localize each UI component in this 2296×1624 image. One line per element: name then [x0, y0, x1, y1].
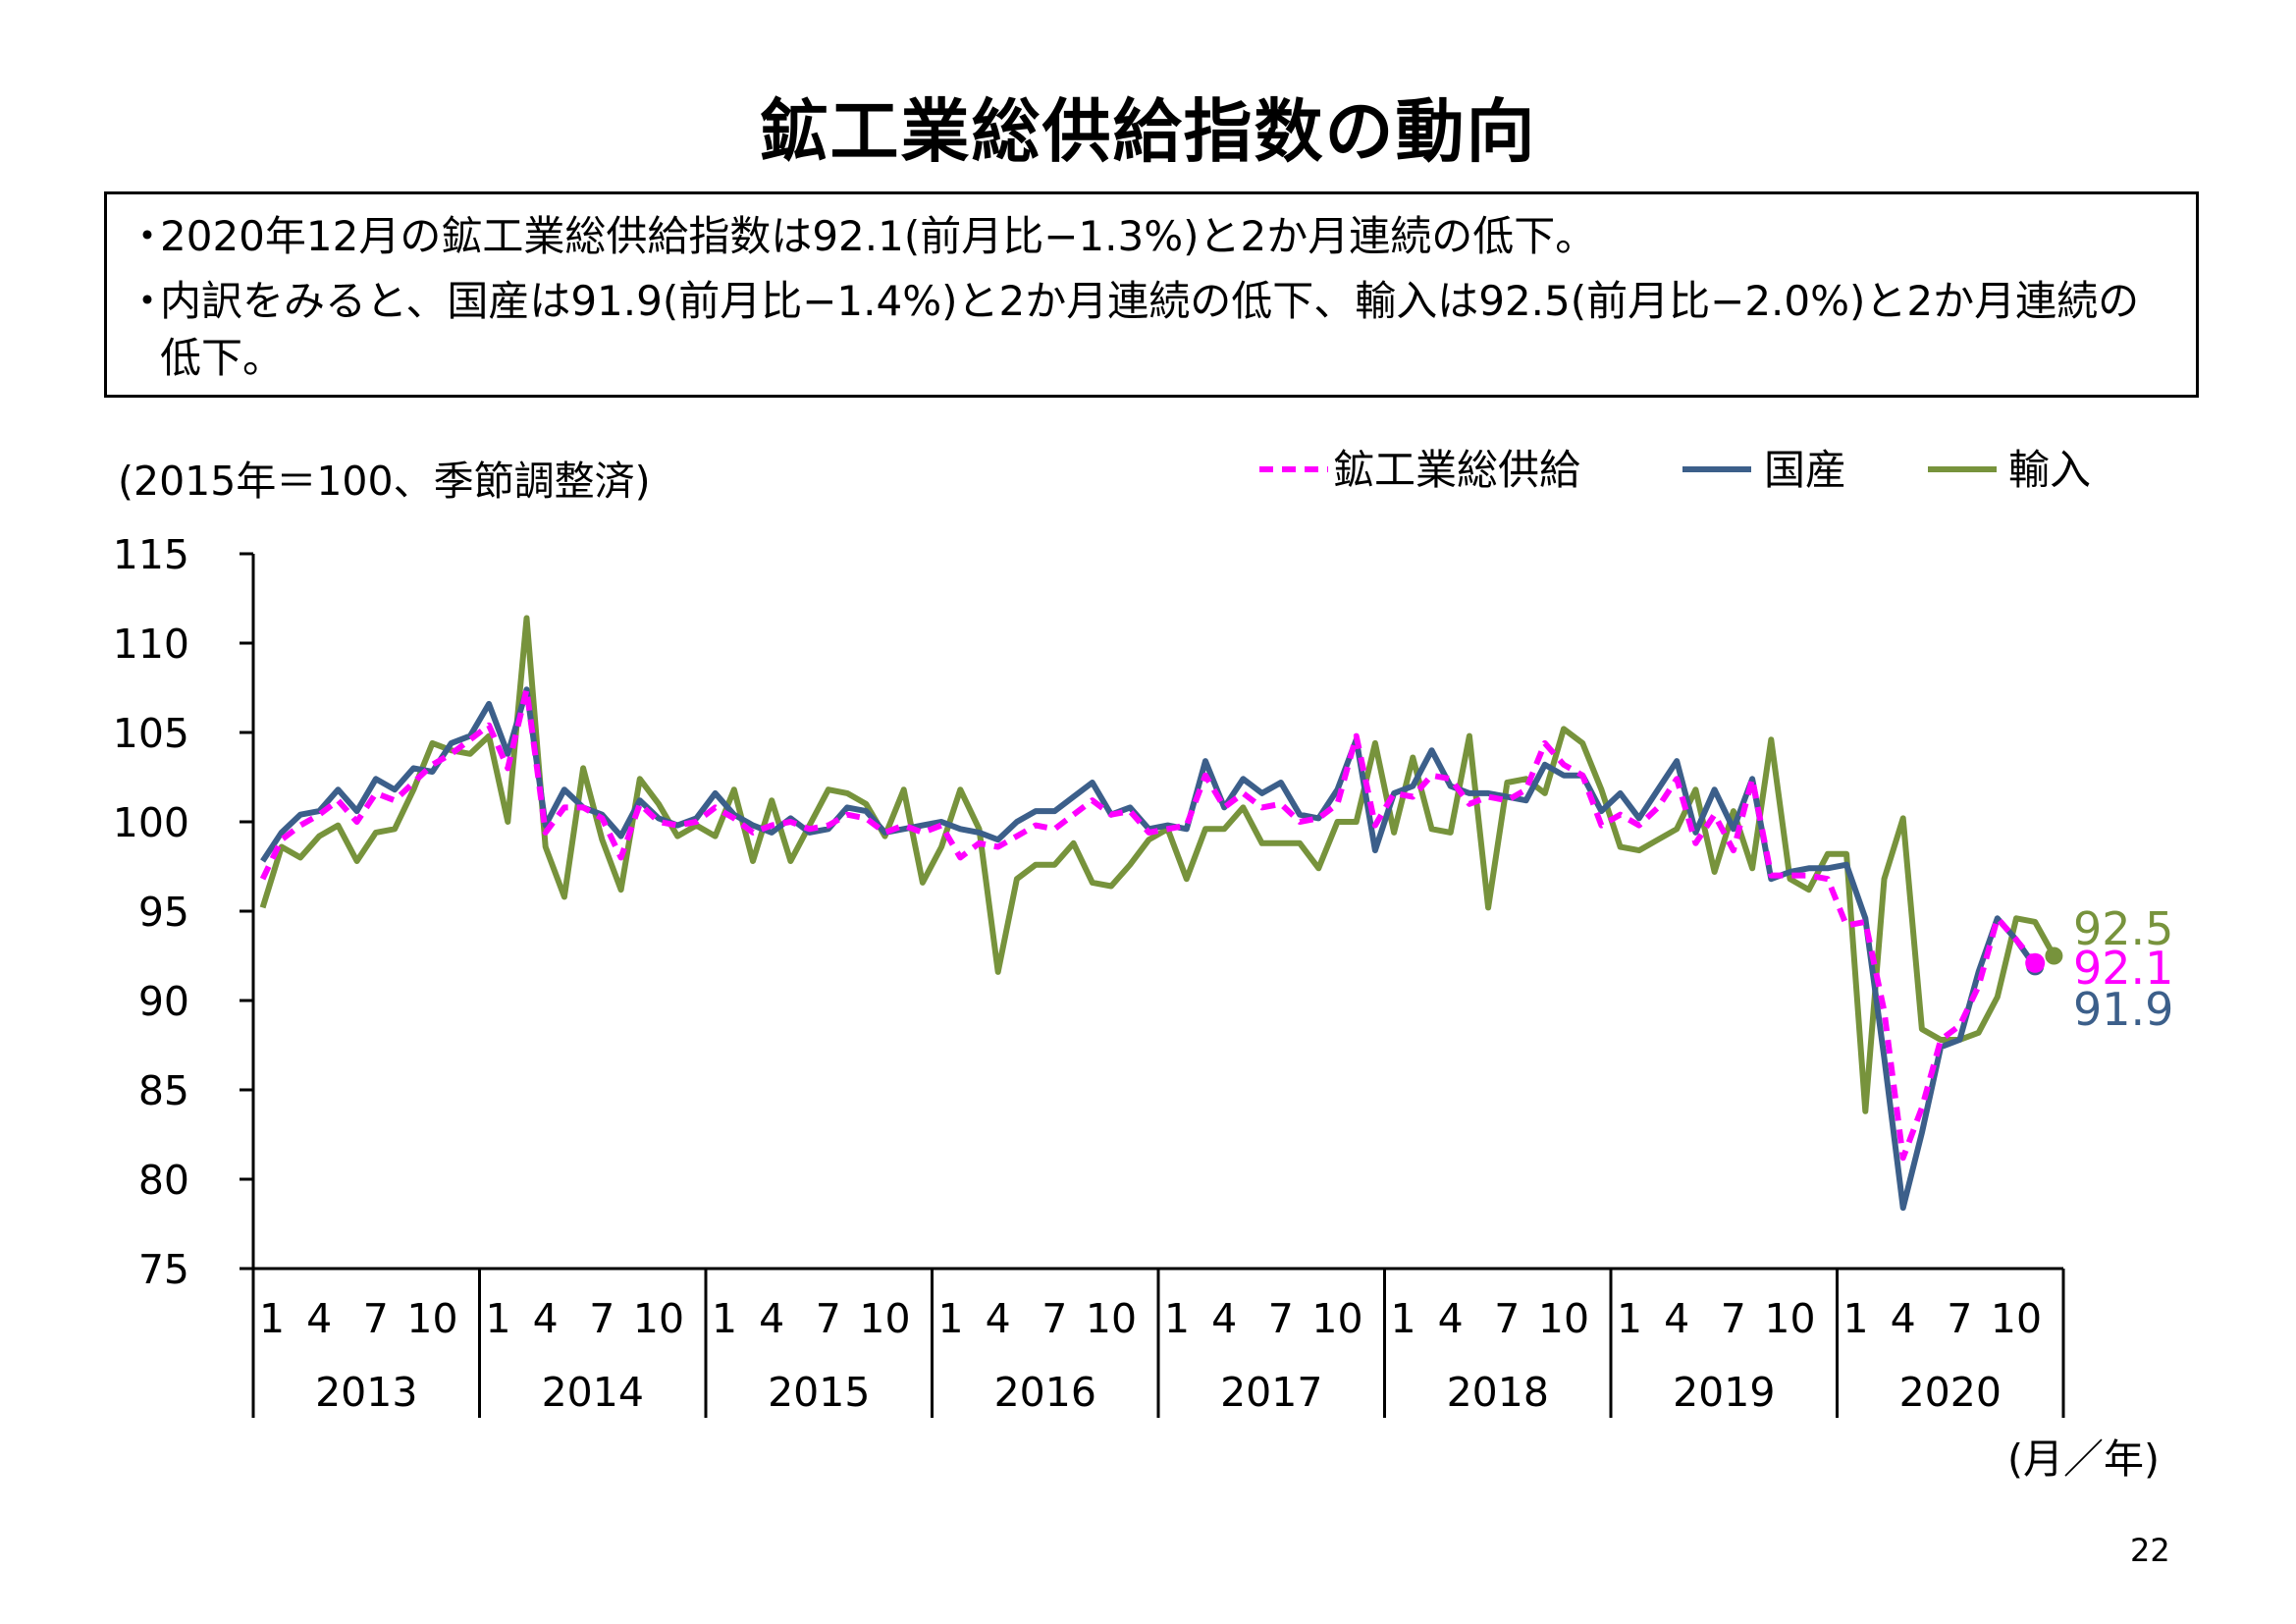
y-tick-label: 85 — [138, 1067, 189, 1114]
series-line-total — [259, 686, 2038, 1162]
x-tick-label-month: 10 — [633, 1295, 684, 1342]
y-tick-label: 105 — [113, 710, 189, 757]
x-tick-label-month: 4 — [533, 1295, 559, 1342]
x-tick-label-month: 7 — [1494, 1295, 1520, 1342]
legend-label: 鉱工業総供給 — [1333, 446, 1580, 494]
x-tick-label-year: 2015 — [768, 1369, 870, 1416]
x-tick-label-month: 4 — [1664, 1295, 1689, 1342]
x-tick-label-month: 1 — [259, 1295, 285, 1342]
unit-label: (2015年＝100、季節調整済) — [118, 458, 651, 505]
y-tick-label: 110 — [113, 621, 189, 668]
summary-bullet: ・ 2020年12月の鉱工業総供給指数は92.1(前月比−1.3%)と2か月連続… — [127, 208, 2176, 265]
end-point-total — [2025, 952, 2046, 973]
x-tick-label-month: 1 — [938, 1295, 964, 1342]
x-tick-label-year: 2017 — [1220, 1369, 1322, 1416]
x-tick-label-year: 2019 — [1673, 1369, 1775, 1416]
x-tick-label-month: 10 — [1764, 1295, 1815, 1342]
x-tick-label-month: 4 — [1891, 1295, 1916, 1342]
x-tick-label-year: 2018 — [1447, 1369, 1549, 1416]
x-tick-label-month: 10 — [1311, 1295, 1362, 1342]
x-tick-label-month: 7 — [1041, 1295, 1067, 1342]
x-tick-label-month: 4 — [1211, 1295, 1237, 1342]
x-tick-label-year: 2013 — [315, 1369, 417, 1416]
x-tick-label-year: 2020 — [1899, 1369, 2002, 1416]
page-title: 鉱工業総供給指数の動向 — [759, 91, 1537, 172]
chart-series — [259, 615, 2063, 1212]
summary-box: ・ 2020年12月の鉱工業総供給指数は92.1(前月比−1.3%)と2か月連続… — [104, 191, 2199, 398]
end-value-label: 91.9 — [2073, 983, 2173, 1036]
series-line-import — [259, 615, 2057, 1114]
summary-text: 内訳をみると、国産は91.9(前月比−1.4%)と2か月連続の低下、輸入は92.… — [160, 277, 2140, 382]
page-number: 22 — [2130, 1532, 2170, 1569]
x-tick-label-month: 7 — [1268, 1295, 1294, 1342]
y-tick-label: 115 — [113, 531, 189, 578]
summary-text: 2020年12月の鉱工業総供給指数は92.1(前月比−1.3%)と2か月連続の低… — [160, 212, 1597, 260]
x-tick-label-month: 4 — [986, 1295, 1011, 1342]
x-unit-label: (月／年) — [2007, 1435, 2160, 1483]
end-value-label: 92.5 — [2073, 902, 2173, 955]
x-tick-label-month: 7 — [363, 1295, 389, 1342]
x-tick-label-month: 1 — [1617, 1295, 1642, 1342]
summary-bullet: ・ 内訳をみると、国産は91.9(前月比−1.4%)と2か月連続の低下、輸入は9… — [127, 273, 2176, 387]
x-tick-label-month: 7 — [816, 1295, 841, 1342]
legend-label: 国産 — [1764, 446, 1846, 494]
x-tick-label-month: 10 — [859, 1295, 910, 1342]
x-tick-label-month: 1 — [1164, 1295, 1190, 1342]
end-value-labels: 92.592.191.9 — [2073, 902, 2173, 1036]
y-tick-label: 90 — [138, 978, 189, 1025]
end-value-label: 92.1 — [2073, 942, 2173, 995]
x-tick-label-month: 7 — [1947, 1295, 1972, 1342]
x-tick-label-month: 4 — [759, 1295, 784, 1342]
x-tick-label-month: 1 — [486, 1295, 511, 1342]
x-tick-label-month: 7 — [589, 1295, 614, 1342]
x-tick-label-month: 1 — [1391, 1295, 1416, 1342]
x-tick-label-month: 1 — [1843, 1295, 1869, 1342]
y-tick-label: 80 — [138, 1157, 189, 1204]
y-tick-label: 100 — [113, 799, 189, 846]
y-tick-label: 95 — [138, 889, 189, 936]
x-tick-label-month: 10 — [1086, 1295, 1137, 1342]
x-tick-label-year: 2014 — [542, 1369, 644, 1416]
x-tick-label-month: 1 — [712, 1295, 737, 1342]
legend-label: 輸入 — [2008, 446, 2091, 494]
chart-legend: 鉱工業総供給 国産 輸入 — [1259, 446, 2091, 494]
x-tick-label-month: 10 — [406, 1295, 457, 1342]
x-tick-label-year: 2016 — [994, 1369, 1096, 1416]
x-tick-label-month: 7 — [1721, 1295, 1746, 1342]
x-tick-label-month: 10 — [1991, 1295, 2042, 1342]
x-tick-label-month: 10 — [1538, 1295, 1589, 1342]
x-tick-label-month: 4 — [1438, 1295, 1464, 1342]
x-tick-label-month: 4 — [306, 1295, 332, 1342]
y-tick-label: 75 — [138, 1246, 189, 1293]
end-point-import — [2045, 947, 2063, 965]
